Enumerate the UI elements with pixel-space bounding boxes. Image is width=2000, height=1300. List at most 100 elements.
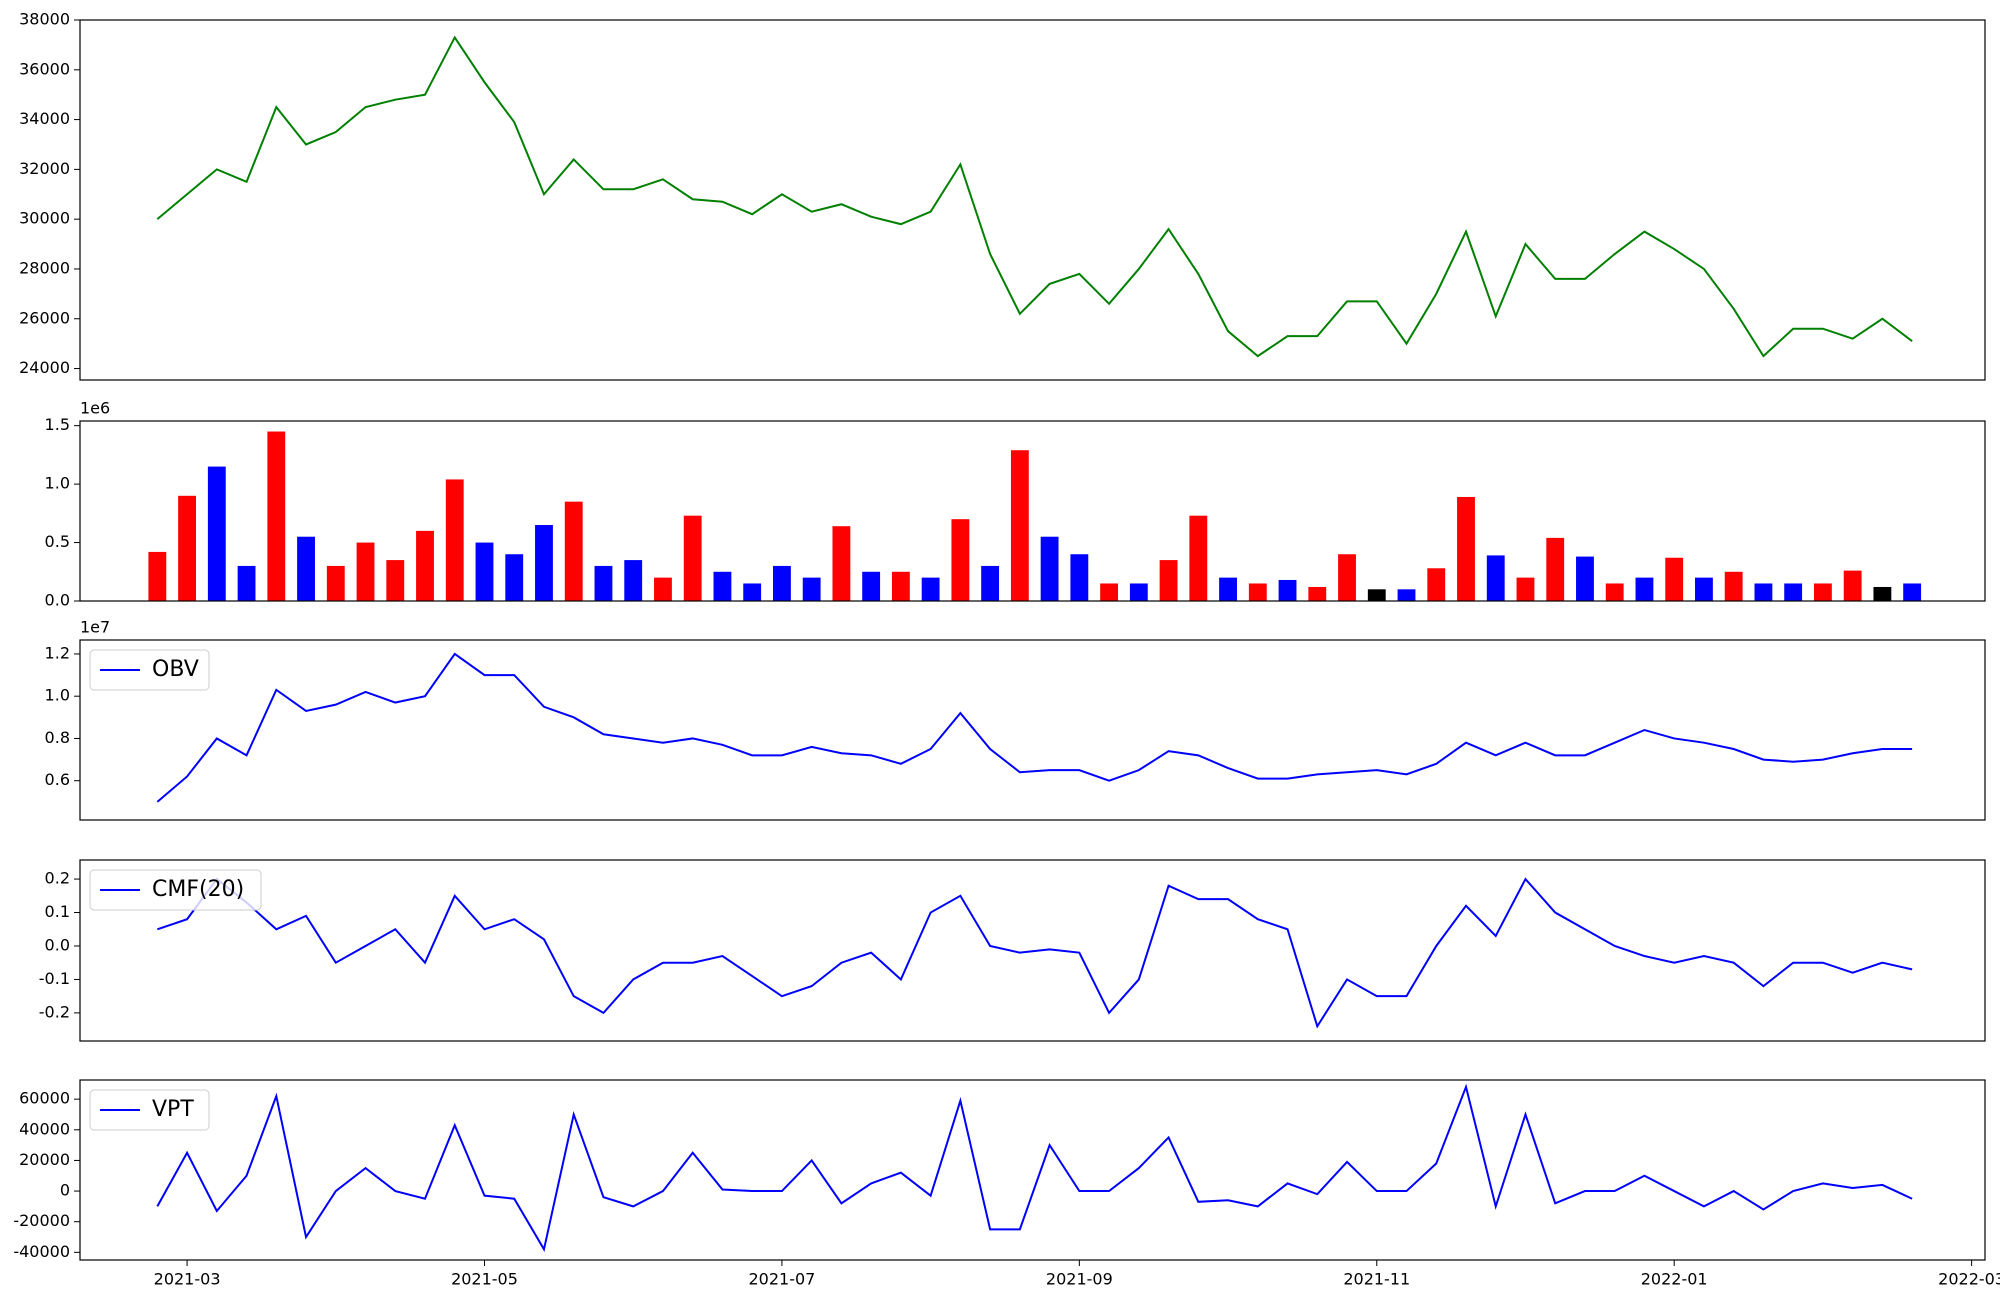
y-tick-label: 0.2 xyxy=(45,869,70,888)
bar xyxy=(1754,583,1773,601)
bar xyxy=(951,519,970,601)
bar xyxy=(1189,515,1208,601)
bar xyxy=(1219,577,1237,601)
legend-label: VPT xyxy=(152,1097,194,1122)
y-tick-label: 36000 xyxy=(19,59,70,78)
plot-frame xyxy=(79,420,1986,602)
x-tick-label: 2021-05 xyxy=(451,1270,518,1289)
bar xyxy=(475,542,494,601)
bar xyxy=(178,495,196,601)
bar xyxy=(594,565,613,601)
x-tick-label: 2021-07 xyxy=(748,1270,815,1289)
bar xyxy=(267,431,286,601)
bar xyxy=(1159,560,1178,601)
legend-box xyxy=(89,869,262,911)
bar xyxy=(891,571,910,601)
bar xyxy=(445,479,464,601)
y-tick-label: -0.2 xyxy=(39,1002,70,1021)
y-tick-label: 0.1 xyxy=(45,902,70,921)
bar xyxy=(1784,583,1803,601)
bar xyxy=(1843,570,1862,601)
bar xyxy=(713,571,732,601)
x-tick-label: 2021-09 xyxy=(1046,1270,1113,1289)
bar xyxy=(148,551,167,601)
y-tick-label: 60000 xyxy=(19,1089,70,1108)
bar xyxy=(1397,589,1416,601)
bar xyxy=(505,554,524,601)
bar xyxy=(802,577,821,601)
bar xyxy=(743,583,762,601)
bar xyxy=(981,565,1000,601)
y-tick-label: 0.8 xyxy=(45,728,70,747)
bar xyxy=(1010,450,1029,601)
bar xyxy=(1486,555,1505,601)
bar xyxy=(564,501,583,601)
x-tick-label: 2021-11 xyxy=(1343,1270,1410,1289)
y-tick-label: 28000 xyxy=(19,258,70,277)
bar xyxy=(1724,571,1743,601)
y-tick-label: 34000 xyxy=(19,109,70,128)
plot-frame xyxy=(79,19,1986,381)
bar xyxy=(207,466,226,601)
bar xyxy=(772,565,791,601)
bar xyxy=(624,560,643,601)
bar xyxy=(832,526,851,601)
bar xyxy=(356,542,375,601)
legend-box xyxy=(89,1089,210,1131)
bar xyxy=(1695,577,1713,601)
legend-box xyxy=(89,649,210,691)
legend-label: OBV xyxy=(152,657,199,682)
offset-label: 1e6 xyxy=(80,399,110,418)
bar xyxy=(1308,586,1327,601)
line xyxy=(157,877,1913,1029)
y-tick-label: 26000 xyxy=(19,308,70,327)
bar xyxy=(535,525,553,601)
bar xyxy=(297,536,315,601)
y-tick-label: 0 xyxy=(60,1181,70,1200)
y-tick-label: 32000 xyxy=(19,159,70,178)
bar xyxy=(1248,583,1267,601)
y-tick-label: 40000 xyxy=(19,1119,70,1138)
y-tick-label: 1.2 xyxy=(45,643,70,662)
bar xyxy=(1070,554,1089,601)
bar xyxy=(1427,568,1446,601)
y-tick-label: -40000 xyxy=(13,1242,70,1261)
bar xyxy=(1813,583,1832,601)
y-tick-label: -0.1 xyxy=(39,969,70,988)
bar xyxy=(1873,586,1892,601)
y-tick-label: 0.0 xyxy=(45,591,70,610)
bar xyxy=(1576,556,1594,601)
bar xyxy=(1100,583,1119,601)
y-tick-label: 0.6 xyxy=(45,770,70,789)
bar xyxy=(654,577,672,601)
bar xyxy=(237,565,256,601)
bar xyxy=(1457,496,1475,601)
y-tick-label: 0.5 xyxy=(45,532,70,551)
offset-label: 1e7 xyxy=(80,618,110,637)
plot-frame xyxy=(79,1079,1986,1261)
bar xyxy=(1129,583,1148,601)
bar xyxy=(1338,554,1356,601)
legend-label: CMF(20) xyxy=(152,877,244,902)
y-tick-label: 30000 xyxy=(19,209,70,228)
bar xyxy=(326,565,345,601)
bar xyxy=(416,530,434,601)
bar xyxy=(386,560,405,601)
y-tick-label: 24000 xyxy=(19,358,70,377)
y-tick-label: 1.0 xyxy=(45,686,70,705)
x-tick-label: 2022-03 xyxy=(1938,1270,2000,1289)
bar xyxy=(683,515,702,601)
bar xyxy=(1278,579,1297,601)
plot-frame xyxy=(79,859,1986,1042)
x-tick-label: 2022-01 xyxy=(1641,1270,1708,1289)
y-tick-label: 1.0 xyxy=(45,474,70,493)
line xyxy=(156,35,1913,358)
bar xyxy=(1635,577,1654,601)
bar xyxy=(1367,589,1386,601)
line xyxy=(156,652,1913,803)
bar xyxy=(1040,536,1059,601)
bar xyxy=(1516,577,1535,601)
bar xyxy=(1903,583,1922,601)
x-tick-label: 2021-03 xyxy=(154,1270,221,1289)
